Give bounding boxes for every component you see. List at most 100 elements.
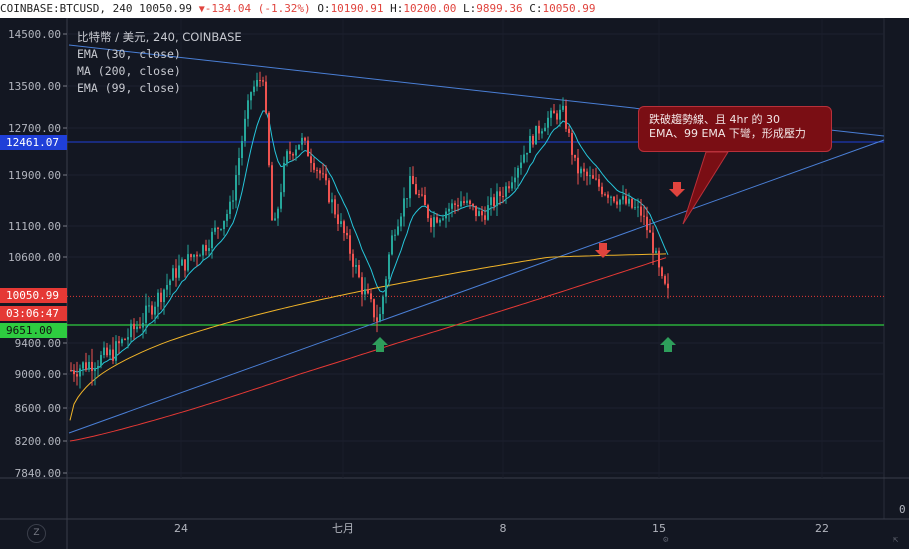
annotation-callout[interactable]: 跌破趨勢線、且 4hr 的 30 EMA、99 EMA 下彎，形成壓力 (638, 106, 832, 152)
legend-ema30[interactable]: EMA (30, close) (77, 47, 181, 61)
candle-body (262, 80, 264, 82)
candle-body (409, 176, 411, 199)
candle-body (223, 220, 225, 230)
candle-body (496, 191, 498, 207)
candle-body (412, 176, 414, 185)
candle-body (331, 199, 333, 203)
x-axis[interactable]: 24 七月 8 15 22 ⚙ ⇱ (174, 522, 899, 545)
candle-body (178, 265, 180, 278)
candle-body (532, 135, 534, 145)
candle-body (94, 368, 96, 372)
y-tick-label: 8200.00 (15, 435, 61, 448)
y-tick-label: 10600.00 (8, 251, 61, 264)
candle-body (154, 306, 156, 315)
candle-body (199, 255, 201, 257)
candle-body (493, 197, 495, 207)
candle-body (265, 81, 267, 113)
candle-body (625, 196, 627, 204)
candle-body (418, 194, 420, 196)
candle-body (637, 206, 639, 208)
y-tick-label: 11900.00 (8, 169, 61, 182)
support-price-tag: 9651.00 (0, 323, 67, 338)
candle-body (181, 259, 183, 266)
candle-body (112, 349, 114, 361)
candle-body (187, 254, 189, 271)
candle-body (424, 194, 426, 206)
candle-body (595, 178, 597, 180)
price-chart[interactable]: 14500.00 13500.00 12700.00 11900.00 11100.00… (0, 18, 909, 549)
symbol-label[interactable]: COINBASE:BTCUSD, 240 (0, 2, 133, 15)
candle-body (556, 113, 558, 120)
candle-body (571, 132, 573, 155)
candle-body (610, 196, 612, 198)
zoom-button[interactable]: Z (27, 524, 46, 543)
candle-body (277, 208, 279, 219)
candle-body (520, 162, 522, 169)
chart-legend: 比特幣 / 美元, 240, COINBASE EMA (30, close) … (77, 29, 242, 97)
candle-body (481, 211, 483, 216)
candle-body (580, 168, 582, 174)
candle-body (451, 203, 453, 209)
close-label: C: (529, 2, 543, 15)
grid (0, 18, 909, 549)
candle-body (601, 186, 603, 195)
candle-body (109, 349, 111, 356)
candle-body (616, 201, 618, 205)
candle-body (568, 128, 570, 133)
low-label: L: (463, 2, 477, 15)
candle-body (400, 216, 402, 227)
candle-body (544, 127, 546, 132)
candle-body (373, 299, 375, 318)
candle-body (589, 175, 591, 177)
candle-body (472, 203, 474, 206)
candle-body (628, 198, 630, 204)
candle-body (604, 194, 606, 196)
candle-body (124, 339, 126, 341)
candle-body (511, 182, 513, 189)
candle-body (190, 254, 192, 258)
candle-body (79, 368, 81, 377)
up-arrow-icon (660, 337, 676, 352)
annotation-line-2: EMA、99 EMA 下彎，形成壓力 (649, 127, 806, 140)
legend-ma200[interactable]: MA (200, close) (77, 64, 181, 78)
open-label: O: (317, 2, 331, 15)
candle-body (259, 80, 261, 82)
candle-body (229, 201, 231, 214)
candle-body (328, 180, 330, 203)
resistance-price-tag: 12461.07 (0, 135, 67, 150)
candle-body (403, 198, 405, 217)
candle-body (499, 191, 501, 197)
candle-body (193, 254, 195, 258)
x-tick-label: 15 (652, 522, 666, 535)
y-tick-label: 8600.00 (15, 402, 61, 415)
candle-body (133, 323, 135, 330)
candle-body (88, 361, 90, 370)
candle-body (292, 153, 294, 156)
candle-body (463, 201, 465, 203)
candle-body (478, 211, 480, 217)
candle-body (163, 289, 165, 303)
candle-body (316, 169, 318, 171)
candle-body (442, 218, 444, 220)
candle-body (148, 305, 150, 307)
candle-body (325, 173, 327, 181)
candle-body (535, 125, 537, 145)
candle-body (121, 339, 123, 344)
legend-ema99[interactable]: EMA (99, close) (77, 81, 181, 95)
y-axis[interactable]: 14500.00 13500.00 12700.00 11900.00 11100.00… (8, 28, 906, 516)
candle-body (361, 277, 363, 295)
candle-body (142, 322, 144, 328)
candle-body (634, 207, 636, 209)
candle-body (313, 163, 315, 170)
candle-body (217, 227, 219, 230)
candle-body (310, 156, 312, 164)
candle-body (232, 200, 234, 202)
candle-body (160, 292, 162, 303)
candle-body (106, 347, 108, 356)
candle-body (274, 218, 276, 221)
candle-body (466, 200, 468, 203)
candle-body (247, 100, 249, 119)
y-tick-label: 12700.00 (8, 122, 61, 135)
y-tick-label: 9400.00 (15, 337, 61, 350)
candle-body (298, 144, 300, 150)
